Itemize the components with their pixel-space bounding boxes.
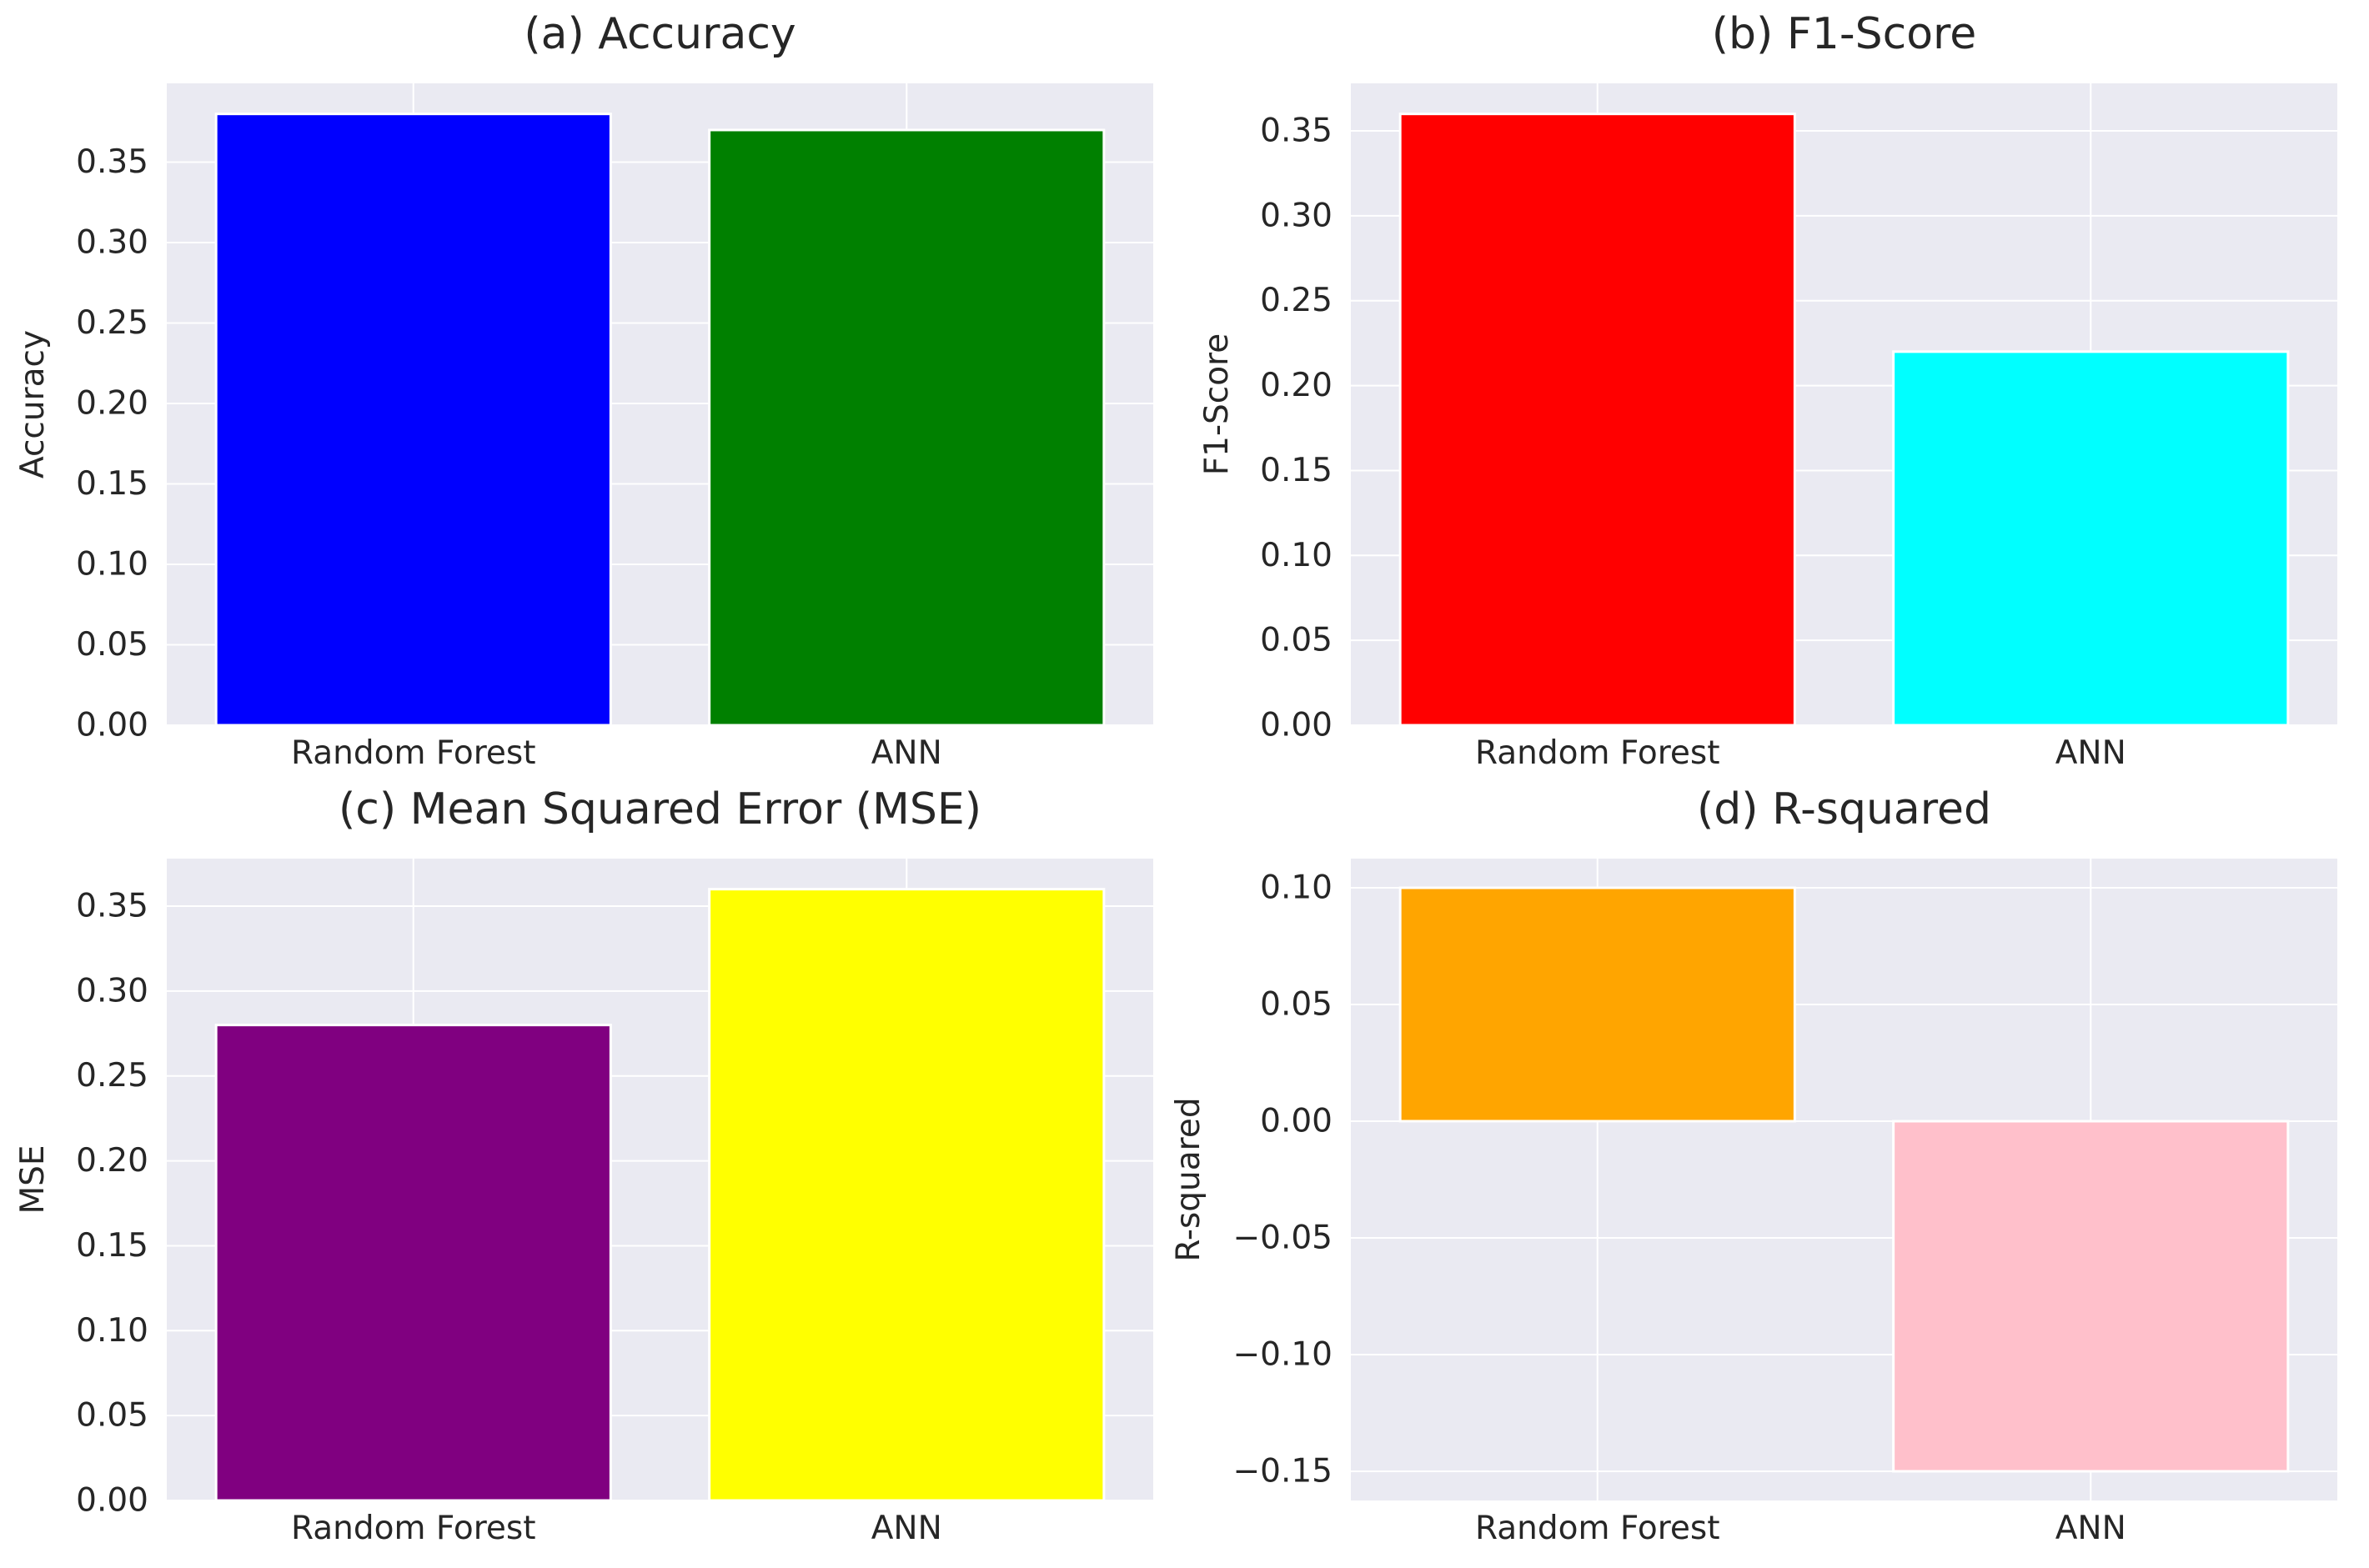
y-tick-label: 0.35 [76, 143, 148, 181]
chart-title: (c) Mean Squared Error (MSE) [339, 784, 981, 834]
y-tick-label: 0.20 [76, 1142, 148, 1180]
x-tick-label: ANN [2055, 734, 2126, 772]
y-axis-label: Accuracy [14, 330, 52, 478]
y-tick-label: 0.15 [76, 1227, 148, 1265]
y-tick-label: 0.00 [76, 707, 148, 744]
x-tick-label: ANN [871, 734, 942, 772]
y-tick-label: 0.05 [1260, 622, 1333, 659]
y-tick-label: 0.10 [1260, 869, 1333, 907]
y-tick-label: 0.25 [76, 304, 148, 342]
chart-title: (b) F1-Score [1712, 9, 1977, 59]
bar-accuracy-ann [708, 128, 1106, 727]
y-tick-label: 0.30 [76, 972, 148, 1009]
x-tick-label: Random Forest [291, 734, 536, 772]
y-tick-label: −0.10 [1232, 1336, 1333, 1374]
y-tick-label: 0.05 [1260, 986, 1333, 1024]
y-tick-label: 0.20 [76, 385, 148, 423]
y-tick-label: 0.10 [1260, 537, 1333, 574]
bar-r-squared-random-forest [1398, 886, 1796, 1123]
bar-mse-random-forest [214, 1024, 612, 1502]
y-tick-label: 0.15 [1260, 452, 1333, 489]
subplot-accuracy: 0.00 0.05 0.10 0.15 0.20 0.25 0.30 0.35 Random F… [14, 9, 1153, 772]
y-tick-label: −0.15 [1232, 1453, 1333, 1490]
y-tick-label: −0.05 [1232, 1220, 1333, 1257]
subplot-r-squared: −0.15 −0.10 −0.05 0.00 0.05 0.10 Random Forest… [1170, 784, 2337, 1547]
y-tick-label: 0.30 [1260, 197, 1333, 234]
x-tick-label: Random Forest [1475, 734, 1720, 772]
y-tick-label: 0.35 [1260, 113, 1333, 150]
chart-title: (a) Accuracy [524, 9, 796, 59]
y-tick-label: 0.05 [76, 1397, 148, 1435]
y-tick-label: 0.25 [1260, 282, 1333, 319]
y-axis-label: MSE [14, 1145, 52, 1214]
y-tick-label: 0.25 [76, 1057, 148, 1095]
y-tick-label: 0.35 [76, 888, 148, 925]
y-tick-label: 0.15 [76, 465, 148, 503]
y-tick-label: 0.20 [1260, 367, 1333, 404]
bar-f1-score-random-forest [1398, 113, 1796, 727]
x-tick-label: ANN [2055, 1510, 2126, 1547]
x-tick-label: Random Forest [1475, 1510, 1720, 1547]
subplot-mse: 0.00 0.05 0.10 0.15 0.20 0.25 0.30 0.35 Random F… [14, 784, 1153, 1547]
y-axis-label: R-squared [1170, 1097, 1207, 1261]
subplot-f1-score: 0.00 0.05 0.10 0.15 0.20 0.25 0.30 0.35 Random F… [1198, 9, 2337, 772]
chart-title: (d) R-squared [1697, 784, 1991, 834]
y-tick-label: 0.30 [76, 224, 148, 262]
y-axis-label: F1-Score [1198, 333, 1236, 476]
y-tick-label: 0.00 [76, 1482, 148, 1520]
bar-r-squared-ann [1892, 1120, 2290, 1473]
x-tick-label: ANN [871, 1510, 942, 1547]
y-tick-label: 0.00 [1260, 707, 1333, 744]
bar-accuracy-random-forest [214, 113, 612, 727]
y-tick-label: 0.00 [1260, 1103, 1333, 1140]
x-tick-label: Random Forest [291, 1510, 536, 1547]
bar-mse-ann [708, 888, 1106, 1502]
bar-f1-score-ann [1892, 350, 2290, 727]
y-tick-label: 0.05 [76, 626, 148, 664]
y-tick-label: 0.10 [76, 1312, 148, 1350]
y-tick-label: 0.10 [76, 546, 148, 584]
